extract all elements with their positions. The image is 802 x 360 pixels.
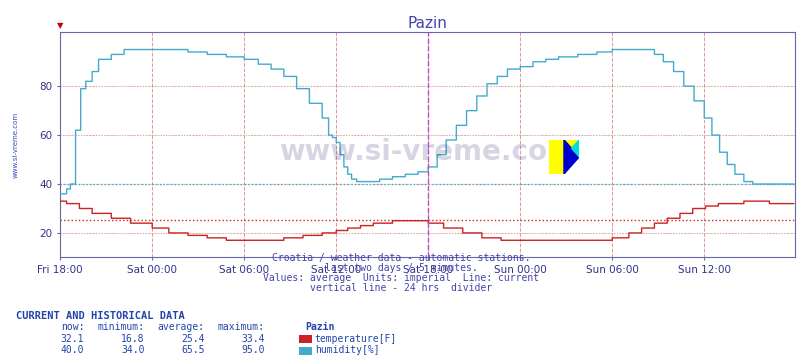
Text: 95.0: 95.0 xyxy=(241,345,265,355)
Text: temperature[F]: temperature[F] xyxy=(314,334,396,344)
Text: 32.1: 32.1 xyxy=(61,334,84,344)
Text: 40.0: 40.0 xyxy=(61,345,84,355)
Text: Pazin: Pazin xyxy=(305,322,334,332)
Text: Croatia / weather data - automatic stations.: Croatia / weather data - automatic stati… xyxy=(272,253,530,263)
Text: CURRENT AND HISTORICAL DATA: CURRENT AND HISTORICAL DATA xyxy=(16,311,184,321)
Text: now:: now: xyxy=(61,322,84,332)
Polygon shape xyxy=(563,140,578,174)
Text: vertical line - 24 hrs  divider: vertical line - 24 hrs divider xyxy=(310,283,492,293)
Text: humidity[%]: humidity[%] xyxy=(314,345,379,355)
Text: average:: average: xyxy=(157,322,205,332)
Text: maximum:: maximum: xyxy=(217,322,265,332)
Text: Values: average  Units: imperial  Line: current: Values: average Units: imperial Line: cu… xyxy=(263,273,539,283)
Text: 25.4: 25.4 xyxy=(181,334,205,344)
Title: Pazin: Pazin xyxy=(407,16,447,31)
Text: www.si-vreme.com: www.si-vreme.com xyxy=(13,112,19,178)
Polygon shape xyxy=(548,140,563,174)
Text: www.si-vreme.com: www.si-vreme.com xyxy=(279,138,575,166)
Text: minimum:: minimum: xyxy=(97,322,144,332)
Text: 33.4: 33.4 xyxy=(241,334,265,344)
Text: ▼: ▼ xyxy=(58,21,64,30)
Polygon shape xyxy=(563,140,578,157)
Text: 16.8: 16.8 xyxy=(121,334,144,344)
Polygon shape xyxy=(571,140,578,157)
Text: 34.0: 34.0 xyxy=(121,345,144,355)
Text: last two days / 5 minutes.: last two days / 5 minutes. xyxy=(325,263,477,273)
Text: 65.5: 65.5 xyxy=(181,345,205,355)
